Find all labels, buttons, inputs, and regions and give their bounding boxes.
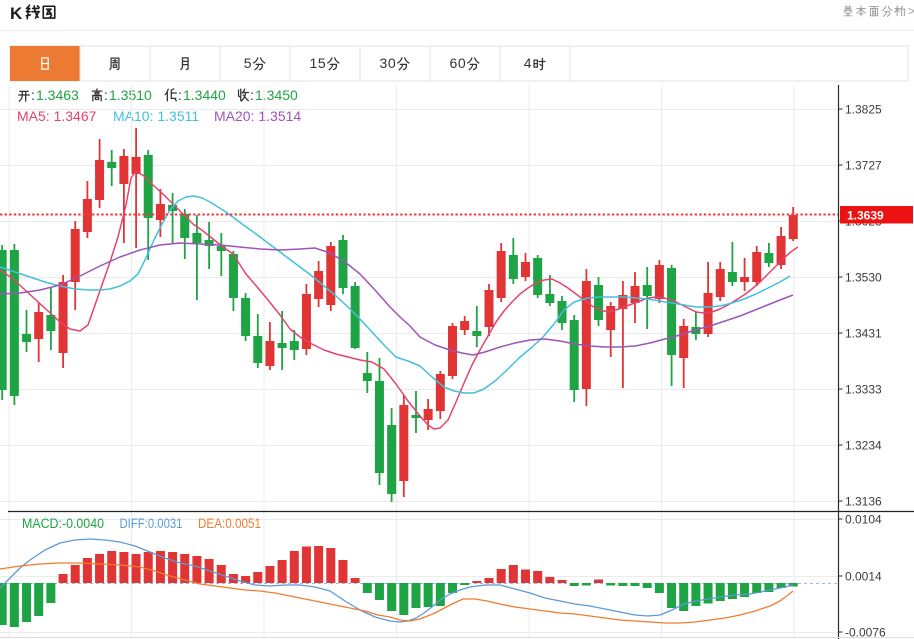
svg-text:5: 5: [244, 55, 252, 71]
svg-text:1.3333: 1.3333: [845, 383, 882, 397]
svg-text:0: 0: [458, 55, 466, 71]
svg-text:K: K: [10, 4, 23, 23]
svg-text:1.3234: 1.3234: [845, 439, 882, 453]
svg-text:1.3463: 1.3463: [36, 87, 79, 103]
svg-text:1.3431: 1.3431: [845, 327, 882, 341]
svg-text:1.3639: 1.3639: [847, 209, 884, 223]
svg-text:-0.0076: -0.0076: [845, 626, 886, 639]
svg-text:1.3825: 1.3825: [845, 103, 882, 117]
svg-text:5: 5: [318, 55, 326, 71]
svg-text:MACD:-0.0040: MACD:-0.0040: [22, 516, 104, 531]
svg-text:1.3530: 1.3530: [845, 271, 882, 285]
svg-text:>: >: [908, 4, 914, 18]
svg-text::: :: [178, 87, 182, 103]
svg-text:MA10: 1.3511: MA10: 1.3511: [113, 108, 199, 124]
svg-text:MA20: 1.3514: MA20: 1.3514: [214, 108, 301, 124]
svg-text:1.3440: 1.3440: [183, 87, 226, 103]
svg-text:1.3136: 1.3136: [845, 495, 882, 509]
svg-text:3: 3: [380, 55, 388, 71]
svg-text:1.3510: 1.3510: [109, 87, 152, 103]
svg-text:0.0014: 0.0014: [845, 570, 882, 584]
svg-text:6: 6: [450, 55, 458, 71]
svg-text:DEA:0.0051: DEA:0.0051: [198, 516, 261, 531]
svg-text::: :: [31, 87, 35, 103]
svg-text:1.3727: 1.3727: [845, 159, 882, 173]
svg-text:MA5: 1.3467: MA5: 1.3467: [17, 108, 97, 124]
svg-text:4: 4: [524, 55, 532, 71]
svg-text:1.3450: 1.3450: [255, 87, 298, 103]
svg-text:DIFF:0.0031: DIFF:0.0031: [120, 516, 183, 531]
svg-text:0: 0: [388, 55, 396, 71]
svg-text:0.0104: 0.0104: [845, 513, 882, 527]
svg-text::: :: [104, 87, 108, 103]
svg-text:1: 1: [310, 55, 318, 71]
svg-text::: :: [250, 87, 254, 103]
